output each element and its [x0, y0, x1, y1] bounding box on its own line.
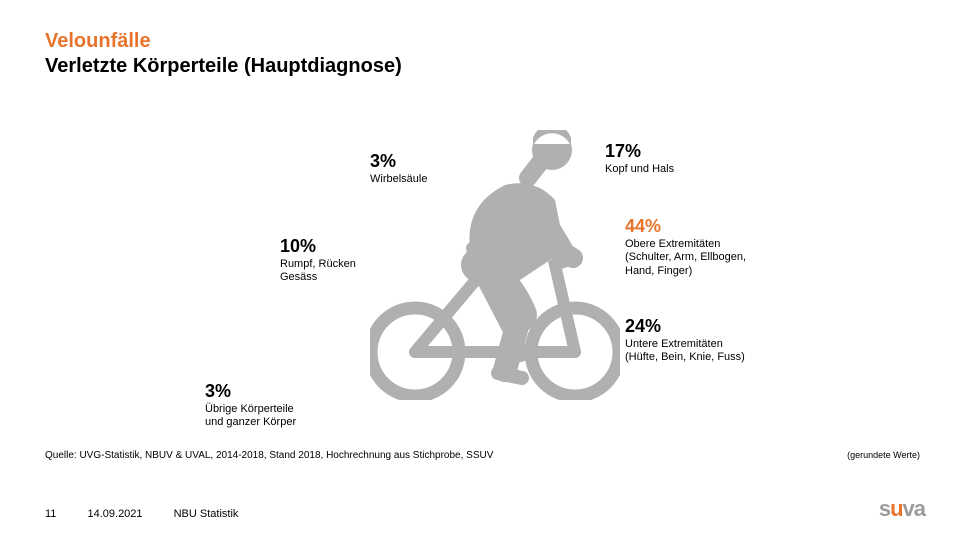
title-main: Verletzte Körperteile (Hauptdiagnose): [45, 55, 402, 78]
callout-head-pct: 17%: [605, 140, 674, 163]
callout-upper-label: Obere Extremitäten: [625, 238, 746, 252]
callout-spine-label: Wirbelsäule: [370, 173, 427, 187]
source-line: Quelle: UVG-Statistik, NBUV & UVAL, 2014…: [45, 450, 493, 461]
callout-other-label: und ganzer Körper: [205, 416, 296, 430]
callout-torso-label: Gesäss: [280, 271, 356, 285]
footer: 11 14.09.2021 NBU Statistik: [45, 508, 266, 520]
callout-torso: 10%Rumpf, RückenGesäss: [280, 235, 356, 285]
callout-lower-label: (Hüfte, Bein, Knie, Fuss): [625, 351, 745, 365]
callout-other-label: Übrige Körperteile: [205, 403, 296, 417]
callout-upper: 44%Obere Extremitäten(Schulter, Arm, Ell…: [625, 215, 746, 279]
callout-head-label: Kopf und Hals: [605, 163, 674, 177]
footer-date: 14.09.2021: [87, 508, 142, 520]
title-accent: Velounfälle: [45, 30, 151, 53]
callout-other-pct: 3%: [205, 380, 296, 403]
callout-head: 17%Kopf und Hals: [605, 140, 674, 176]
callout-upper-pct: 44%: [625, 215, 746, 238]
callout-upper-label: Hand, Finger): [625, 265, 746, 279]
callout-lower-label: Untere Extremitäten: [625, 338, 745, 352]
suva-logo: suva: [879, 496, 925, 522]
rounded-note: (gerundete Werte): [847, 450, 920, 460]
footer-dept: NBU Statistik: [174, 508, 239, 520]
callout-lower-pct: 24%: [625, 315, 745, 338]
callout-upper-label: (Schulter, Arm, Ellbogen,: [625, 251, 746, 265]
callout-lower: 24%Untere Extremitäten(Hüfte, Bein, Knie…: [625, 315, 745, 365]
callout-torso-label: Rumpf, Rücken: [280, 258, 356, 272]
callout-spine-pct: 3%: [370, 150, 427, 173]
page-number: 11: [45, 508, 56, 520]
callout-spine: 3%Wirbelsäule: [370, 150, 427, 186]
callout-torso-pct: 10%: [280, 235, 356, 258]
callout-other: 3%Übrige Körperteileund ganzer Körper: [205, 380, 296, 430]
